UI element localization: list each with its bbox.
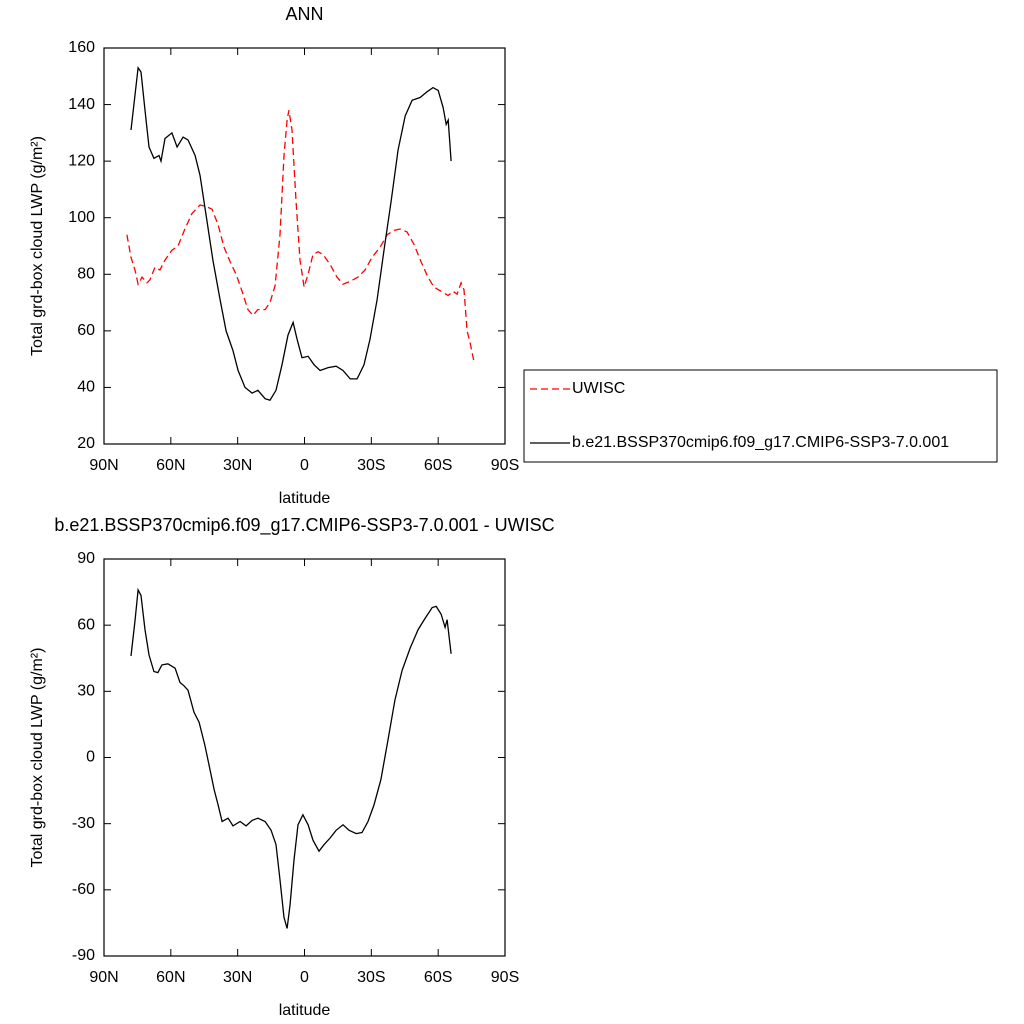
y-tick-label: 80: [77, 266, 95, 283]
x-tick-label: 60S: [424, 457, 452, 474]
data-line: [130, 587, 452, 929]
y-axis-label: Total grd-box cloud LWP (g/m²): [29, 136, 46, 356]
y-tick-label: -90: [72, 947, 95, 964]
x-tick-label: 90S: [491, 457, 519, 474]
y-tick-label: 30: [77, 683, 95, 700]
data-line: [126, 110, 475, 363]
y-tick-label: -30: [72, 815, 95, 832]
x-axis-label: latitude: [279, 1002, 331, 1019]
y-tick-label: 0: [86, 749, 95, 766]
y-tick-label: 120: [68, 152, 95, 169]
plot-frame: [103, 558, 506, 957]
x-tick-label: 30S: [357, 457, 385, 474]
data-line: [130, 66, 452, 401]
y-tick-label: 90: [77, 550, 95, 567]
x-tick-label: 30N: [223, 969, 252, 986]
plot-frame: [103, 47, 506, 445]
y-tick-label: 140: [68, 96, 95, 113]
x-tick-label: 60S: [424, 969, 452, 986]
legend-label: UWISC: [572, 380, 625, 397]
y-tick-label: 160: [68, 39, 95, 56]
x-tick-label: 30S: [357, 969, 385, 986]
y-tick-label: 60: [77, 616, 95, 633]
y-tick-label: 60: [77, 322, 95, 339]
chart-title: b.e21.BSSP370cmip6.f09_g17.CMIP6-SSP3-7.…: [54, 515, 554, 536]
chart-title: ANN: [285, 4, 323, 24]
y-tick-label: 100: [68, 209, 95, 226]
legend-box: [523, 369, 998, 463]
y-tick-label: -60: [72, 881, 95, 898]
x-tick-label: 60N: [156, 969, 185, 986]
x-tick-label: 0: [300, 457, 309, 474]
x-tick-label: 60N: [156, 457, 185, 474]
x-tick-label: 90N: [89, 969, 118, 986]
y-axis-label: Total grd-box cloud LWP (g/m²): [29, 648, 46, 868]
y-tick-label: 40: [77, 379, 95, 396]
x-axis-label: latitude: [279, 490, 331, 507]
x-tick-label: 90S: [491, 969, 519, 986]
legend-label: b.e21.BSSP370cmip6.f09_g17.CMIP6-SSP3-7.…: [572, 434, 949, 451]
x-tick-label: 0: [300, 969, 309, 986]
x-tick-label: 30N: [223, 457, 252, 474]
y-tick-label: 20: [77, 435, 95, 452]
x-tick-label: 90N: [89, 457, 118, 474]
